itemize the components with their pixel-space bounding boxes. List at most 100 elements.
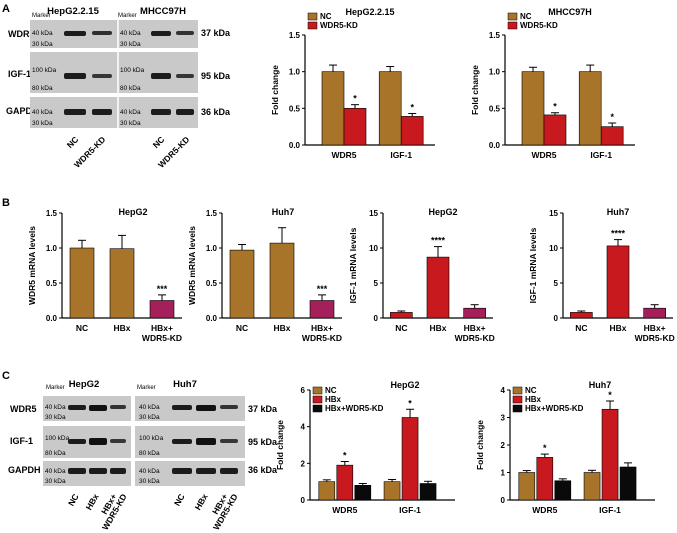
x-tick-label: NC: [395, 323, 407, 333]
chart-title: MHCC97H: [548, 7, 592, 17]
y-axis-label: Fold change: [470, 65, 480, 115]
chart-a-mhcc97h: MHCC97H 0.0 0.5 1.0 1.5 Fold change * WDR5 * IGF-…: [470, 7, 635, 160]
y-tick-label: 1.0: [489, 68, 501, 77]
bar: [643, 307, 666, 319]
band: [110, 468, 126, 474]
x-tick-label: WDR5-KD: [635, 333, 675, 343]
kda-label-wdr5: 37 kDa: [201, 28, 231, 38]
y-tick-label: 1.0: [46, 244, 58, 253]
legend-swatch: [512, 395, 523, 404]
y-tick-label: 0.5: [206, 279, 218, 288]
band: [220, 439, 238, 443]
bar: [109, 248, 135, 319]
bar: [149, 300, 175, 319]
y-tick-label: 1.5: [46, 209, 58, 218]
bar: [383, 481, 401, 501]
chart-b-hepg2-igf1: HepG2 0 5 10 15 IGF-1 mRNA levels NC **** HBx HBx…: [348, 207, 495, 343]
mw-40-gapdh-right: 40 kDa: [120, 109, 141, 116]
legend-swatch: [307, 21, 318, 30]
chart-c-hepg2: HepG2 0 2 4 6 Fold change * WDR5 * IGF-1 NCHBxHBx+…: [275, 380, 455, 515]
y-tick-label: 6: [301, 386, 306, 395]
band: [64, 109, 86, 115]
mw-30-gapdh-right: 30 kDa: [139, 478, 160, 485]
chart-b-hepg2-wdr5: HepG2 0.0 0.5 1.0 1.5 WDR5 mRNA levels NC HBx **…: [27, 207, 182, 343]
significance-marker: *: [410, 102, 414, 112]
significance-marker: *: [553, 102, 557, 112]
mw-40-wdr5-left: 40 kDa: [32, 30, 53, 37]
y-tick-label: 0.5: [46, 279, 58, 288]
lane-label-hbx-left: HBx: [84, 492, 101, 512]
legend-label: HBx: [325, 395, 342, 404]
bar: [390, 312, 413, 319]
bar: [336, 464, 354, 501]
mw-40-wdr5-right: 40 kDa: [120, 30, 141, 37]
bar: [354, 485, 372, 501]
bar: [463, 307, 486, 319]
legend-swatch: [307, 12, 318, 21]
chart-c-huh7: Huh7 0 1 2 3 4 Fold change * WDR5 * IGF-1 NCHBxHBx+…: [475, 380, 655, 515]
x-tick-label: IGF-1: [599, 505, 621, 515]
band: [172, 439, 192, 444]
marker-label-left: Marker: [32, 13, 51, 19]
band: [68, 405, 86, 410]
blot-title-hepg2: HepG2: [69, 379, 100, 390]
y-tick-label: 0: [374, 314, 379, 323]
significance-marker: *: [408, 398, 412, 408]
bar: [570, 312, 593, 319]
mw-100-igf1-right: 100 kDa: [120, 67, 145, 74]
band: [172, 468, 192, 474]
bar: [401, 417, 419, 501]
mw-40-gapdh-left: 40 kDa: [32, 109, 53, 116]
x-tick-label: WDR5: [532, 505, 557, 515]
lane-label-hbx-right: HBx: [193, 492, 210, 512]
significance-marker: *: [343, 451, 347, 461]
y-tick-label: 15: [549, 209, 558, 218]
band: [196, 405, 216, 411]
mw-80-igf1-left: 80 kDa: [32, 85, 53, 92]
x-tick-label: HBx+: [311, 323, 333, 333]
band: [220, 405, 238, 409]
y-tick-label: 0: [301, 496, 306, 505]
legend-label: WDR5-KD: [520, 21, 558, 30]
chart-title: HepG2: [118, 207, 147, 217]
legend-swatch: [312, 395, 323, 404]
marker-label-right: Marker: [118, 13, 137, 19]
legend-label: HBx+WDR5-KD: [525, 404, 584, 413]
mw-100-igf1-left: 100 kDa: [45, 435, 70, 442]
x-tick-label: WDR5-KD: [142, 333, 182, 343]
kda-label-gapdh: 36 kDa: [248, 465, 278, 475]
y-tick-label: 5: [554, 279, 559, 288]
panel-label-b: B: [2, 197, 10, 209]
mw-30-wdr5-right: 30 kDa: [120, 41, 141, 48]
y-axis-label: WDR5 mRNA levels: [27, 226, 37, 305]
legend-label: WDR5-KD: [320, 21, 358, 30]
y-tick-label: 0.0: [46, 314, 58, 323]
band: [176, 109, 194, 115]
chart-title: HepG2.2.15: [345, 7, 394, 17]
band: [89, 405, 107, 411]
mw-100-igf1-right: 100 kDa: [139, 435, 164, 442]
x-tick-label: HBx: [273, 323, 290, 333]
band: [92, 31, 112, 35]
legend-label: NC: [325, 386, 337, 395]
mw-40-gapdh-right: 40 kDa: [139, 468, 160, 475]
legend-label: NC: [320, 12, 332, 21]
chart-title: Huh7: [589, 380, 612, 390]
mw-80-igf1-left: 80 kDa: [45, 450, 66, 457]
x-tick-label: HBx+: [644, 323, 666, 333]
bar: [543, 114, 567, 146]
bar: [578, 71, 602, 146]
band: [220, 468, 238, 474]
chart-b-huh7-igf1: Huh7 0 5 10 15 IGF-1 mRNA levels NC **** HBx HBx+…: [528, 207, 675, 343]
row-label-wdr5: WDR5: [10, 404, 37, 414]
y-tick-label: 0: [554, 314, 559, 323]
legend-label: HBx+WDR5-KD: [325, 404, 384, 413]
y-tick-label: 0.0: [289, 141, 301, 150]
blot-panel-a: HepG2.2.15 MHCC97H Marker Marker WDR5 IG…: [6, 6, 231, 170]
x-tick-label: WDR5: [331, 150, 356, 160]
bar: [554, 480, 572, 501]
y-tick-label: 0.5: [489, 104, 501, 113]
band: [110, 439, 126, 443]
band: [92, 74, 112, 78]
bar: [518, 472, 536, 501]
